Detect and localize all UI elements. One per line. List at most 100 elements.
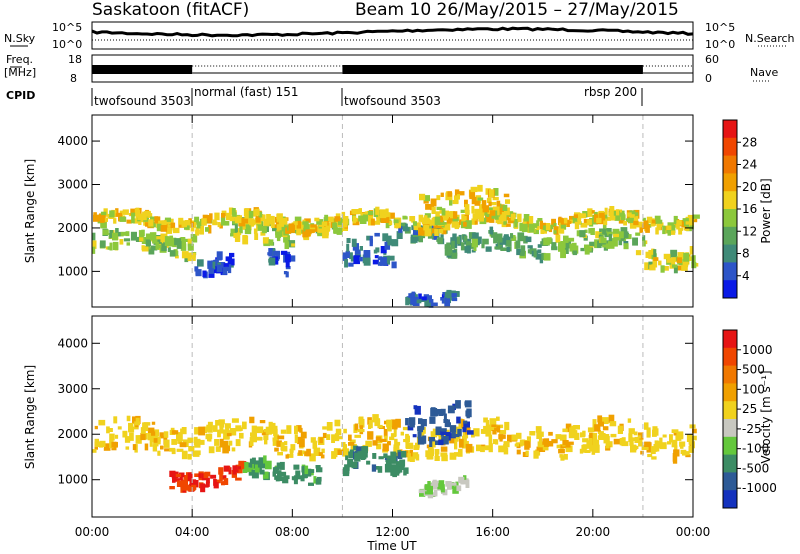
pixel-velocity-2 bbox=[309, 469, 315, 473]
pixel-power-7 bbox=[465, 241, 471, 250]
pixel-power-3 bbox=[280, 250, 288, 255]
pixel-velocity-0 bbox=[538, 435, 542, 442]
pixel-power-0 bbox=[116, 231, 121, 237]
pixel-power-7 bbox=[460, 242, 465, 251]
pixel-velocity-1 bbox=[205, 481, 210, 487]
pixel-power-7 bbox=[533, 250, 537, 258]
pixel-power-10 bbox=[104, 217, 108, 222]
pixel-power-10 bbox=[583, 219, 590, 226]
pixel-velocity-1 bbox=[176, 480, 184, 487]
pixel-velocity-3 bbox=[371, 464, 377, 472]
pixel-velocity-0 bbox=[235, 425, 242, 432]
pixel-velocity-0 bbox=[507, 434, 512, 443]
pixel-power-7 bbox=[537, 249, 542, 254]
pixel-power-8 bbox=[551, 242, 557, 249]
pixel-power-10 bbox=[209, 213, 213, 221]
pixel-power-9 bbox=[649, 264, 656, 271]
pixel-power-2 bbox=[257, 222, 263, 231]
pixel-velocity-0 bbox=[671, 439, 678, 448]
pixel-power-0 bbox=[175, 255, 179, 259]
pixel-velocity-0 bbox=[125, 446, 130, 450]
pixel-power-0 bbox=[143, 246, 149, 250]
pixel-velocity-0 bbox=[546, 440, 554, 447]
pixel-power-10 bbox=[572, 216, 578, 224]
pixel-power-10 bbox=[604, 207, 608, 215]
pixel-power-10 bbox=[219, 223, 223, 229]
y-tick-label: 1000 bbox=[57, 473, 88, 487]
pixel-power-10 bbox=[255, 208, 260, 216]
pixel-power-10 bbox=[376, 215, 380, 221]
nsky-left-tick-top: 10^5 bbox=[52, 21, 82, 34]
pixel-power-2 bbox=[291, 243, 295, 247]
pixel-power-10 bbox=[596, 217, 602, 223]
pixel-velocity-0 bbox=[570, 425, 575, 432]
pixel-power-10 bbox=[692, 214, 700, 219]
pixel-power-2 bbox=[268, 239, 274, 246]
pixel-velocity-0 bbox=[635, 445, 639, 449]
pixel-velocity-2 bbox=[272, 467, 279, 474]
pixel-power-6 bbox=[403, 227, 410, 232]
pixel-velocity-3 bbox=[354, 452, 361, 462]
colorbar-swatch bbox=[723, 173, 737, 192]
pixel-power-12 bbox=[474, 200, 480, 206]
pixel-power-10 bbox=[594, 211, 598, 216]
pixel-power-6 bbox=[418, 234, 423, 243]
pixel-power-10 bbox=[173, 227, 180, 234]
pixel-velocity-0 bbox=[514, 443, 520, 447]
pixel-velocity-0 bbox=[277, 435, 285, 440]
pixel-power-0 bbox=[92, 240, 97, 249]
pixel-power-3 bbox=[270, 248, 276, 257]
pixel-power-10 bbox=[368, 218, 373, 226]
pixel-velocity-1 bbox=[223, 478, 229, 485]
pixel-velocity-0 bbox=[688, 436, 694, 445]
pixel-power-10 bbox=[560, 223, 567, 230]
pixel-power-10 bbox=[428, 221, 434, 226]
pixel-velocity-1 bbox=[198, 473, 202, 479]
pixel-power-0 bbox=[126, 242, 130, 246]
pixel-velocity-0 bbox=[177, 439, 183, 444]
pixel-velocity-0 bbox=[672, 455, 678, 464]
pixel-power-12 bbox=[453, 211, 458, 219]
pixel-velocity-1 bbox=[187, 484, 192, 492]
pixel-power-5 bbox=[351, 238, 357, 247]
pixel-velocity-3 bbox=[342, 467, 350, 477]
pixel-power-10 bbox=[573, 214, 578, 219]
pixel-power-10 bbox=[130, 208, 135, 216]
pixel-velocity-0 bbox=[309, 453, 316, 462]
cpid-label: CPID bbox=[6, 89, 35, 102]
pixel-power-10 bbox=[598, 210, 605, 215]
pixel-power-7 bbox=[446, 242, 452, 249]
pixel-power-10 bbox=[296, 226, 302, 236]
pixel-velocity-1 bbox=[172, 475, 176, 483]
pixel-velocity-0 bbox=[662, 434, 667, 438]
pixel-power-7 bbox=[485, 246, 492, 252]
pixel-velocity-0 bbox=[601, 417, 609, 424]
pixel-velocity-1 bbox=[184, 476, 191, 482]
pixel-velocity-0 bbox=[608, 414, 615, 423]
pixel-power-0 bbox=[160, 233, 165, 243]
pixel-power-2 bbox=[234, 224, 238, 233]
pixel-power-12 bbox=[434, 216, 441, 226]
pixel-power-1 bbox=[216, 264, 223, 273]
pixel-velocity-2 bbox=[295, 470, 301, 480]
pixel-velocity-0 bbox=[304, 451, 309, 456]
pixel-velocity-0 bbox=[511, 434, 518, 441]
pixel-velocity-0 bbox=[483, 425, 487, 434]
colorbar-tick-label: 500 bbox=[742, 363, 765, 377]
colorbar-swatch bbox=[723, 365, 737, 384]
pixel-velocity-0 bbox=[429, 446, 433, 451]
pixel-power-2 bbox=[261, 225, 267, 234]
pixel-velocity-0 bbox=[496, 416, 500, 421]
pixel-velocity-0 bbox=[560, 445, 566, 449]
velocity-y-label: Slant Range [km] bbox=[23, 365, 37, 469]
pixel-power-9 bbox=[683, 252, 690, 262]
pixel-velocity-0 bbox=[135, 417, 140, 422]
pixel-velocity-0 bbox=[619, 438, 623, 446]
pixel-power-10 bbox=[304, 218, 311, 223]
pixel-power-10 bbox=[289, 224, 296, 233]
power-panel: 1000 2000 3000 4000 Slant Range [km] bbox=[23, 114, 700, 308]
pixel-power-10 bbox=[252, 211, 258, 217]
pixel-velocity-4 bbox=[463, 421, 470, 428]
pixel-power-5 bbox=[375, 247, 380, 253]
colorbar-swatch bbox=[723, 262, 737, 281]
